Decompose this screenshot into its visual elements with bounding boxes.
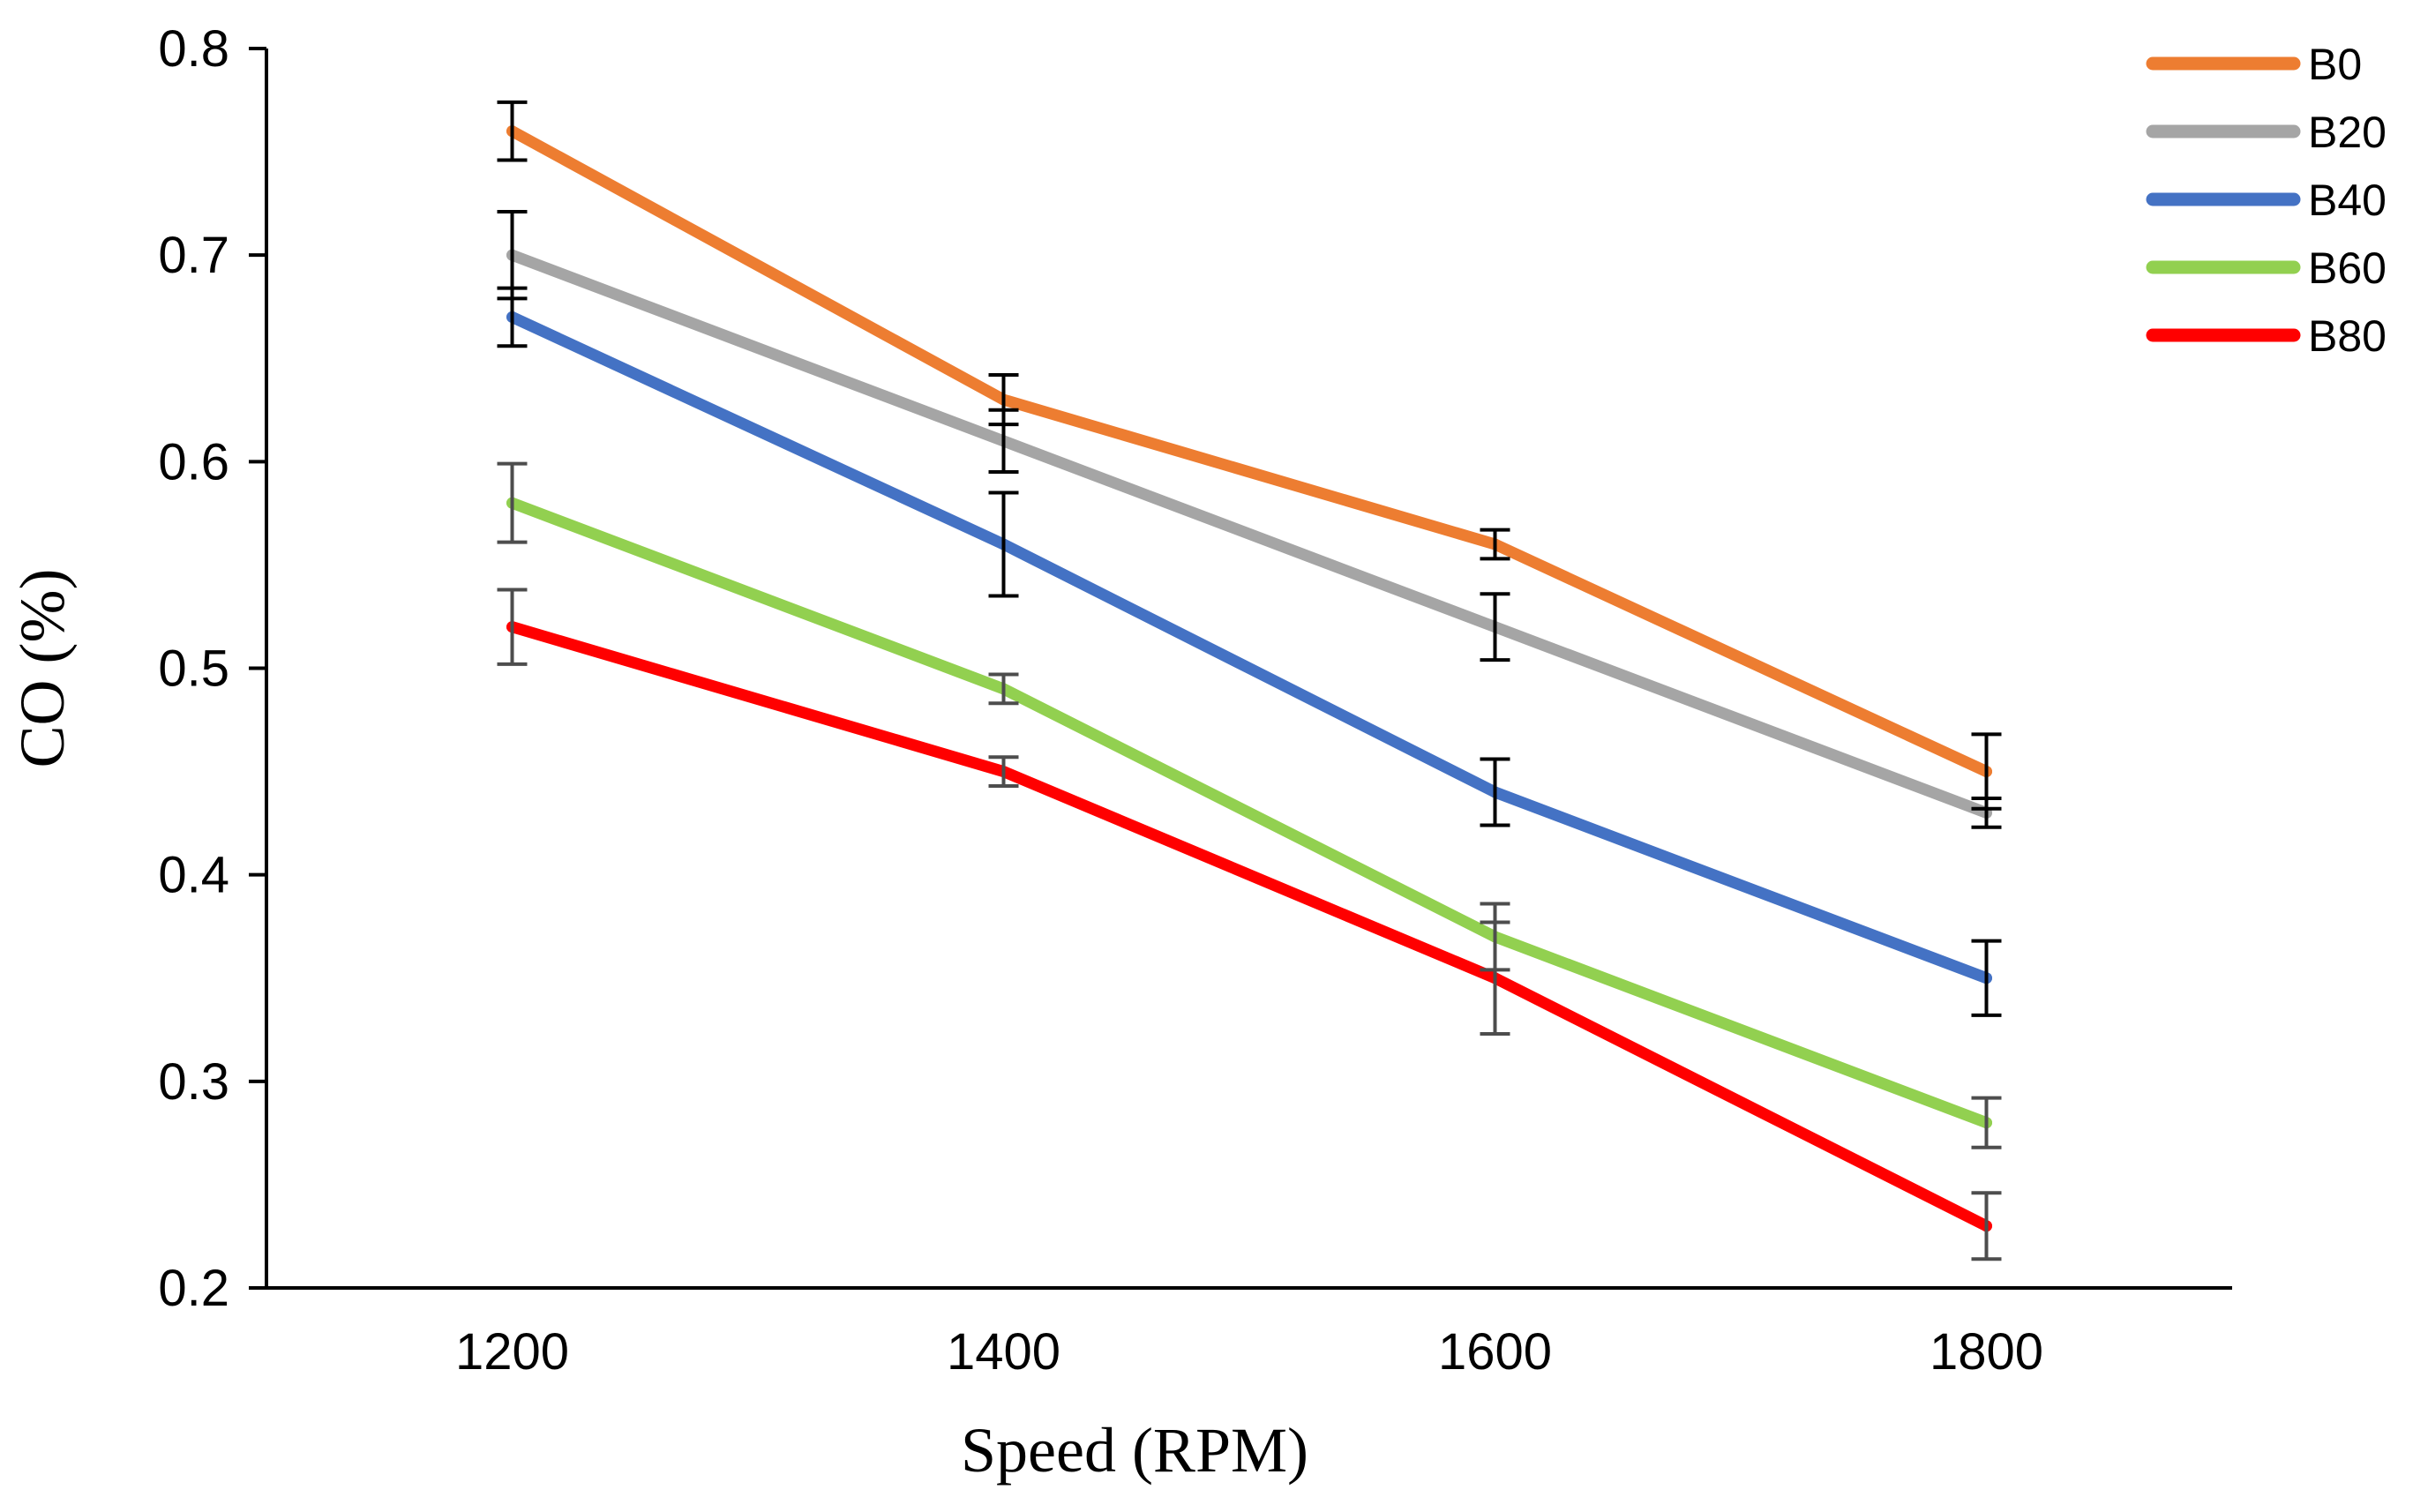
y-tick-label: 0.7 bbox=[158, 227, 229, 284]
x-ticks: 1200 1400 1600 1800 bbox=[455, 1323, 2043, 1381]
legend-item-b40: B40 bbox=[2146, 176, 2387, 225]
legend-item-b60: B60 bbox=[2146, 243, 2387, 293]
legend-label: B20 bbox=[2308, 108, 2387, 157]
error-bar-b20 bbox=[1480, 592, 1510, 662]
series-line-b60 bbox=[506, 497, 1992, 1129]
legend: B0 B20 B40 B60 B80 bbox=[2146, 40, 2387, 361]
error-bar-b20 bbox=[988, 408, 1019, 475]
error-bar-b20 bbox=[1971, 797, 2002, 829]
legend-label: B60 bbox=[2308, 243, 2387, 293]
legend-label: B0 bbox=[2308, 40, 2362, 89]
series-line-b20 bbox=[506, 249, 1992, 819]
y-ticks: 0.2 0.3 0.4 0.5 0.6 0.7 0.8 bbox=[158, 20, 266, 1317]
error-bar-b80 bbox=[988, 755, 1019, 788]
error-bar-b60 bbox=[497, 461, 528, 544]
error-bar-b80 bbox=[497, 588, 528, 666]
y-axis-title: CO (%) bbox=[7, 569, 78, 768]
y-tick-label: 0.8 bbox=[158, 20, 229, 78]
error-bar-b0 bbox=[1480, 528, 1510, 561]
x-tick-label: 1800 bbox=[1930, 1323, 2043, 1381]
error-bar-b0 bbox=[497, 100, 528, 162]
legend-item-b0: B0 bbox=[2146, 40, 2362, 89]
legend-label: B40 bbox=[2308, 176, 2387, 225]
x-tick-label: 1200 bbox=[455, 1323, 569, 1381]
legend-item-b20: B20 bbox=[2146, 108, 2387, 157]
error-bars bbox=[497, 100, 2002, 1261]
y-tick-label: 0.6 bbox=[158, 433, 229, 490]
error-bar-b40 bbox=[988, 490, 1019, 598]
y-tick-label: 0.3 bbox=[158, 1053, 229, 1111]
error-bar-b60 bbox=[988, 672, 1019, 706]
legend-label: B80 bbox=[2308, 311, 2387, 361]
y-tick-label: 0.5 bbox=[158, 640, 229, 698]
series-line-b80 bbox=[506, 621, 1992, 1232]
error-bar-b40 bbox=[1971, 939, 2002, 1017]
series-line-b0 bbox=[506, 125, 1992, 778]
error-bar-b80 bbox=[1971, 1191, 2002, 1261]
error-bar-b40 bbox=[497, 286, 528, 348]
x-tick-label: 1400 bbox=[947, 1323, 1060, 1381]
error-bar-b80 bbox=[1480, 920, 1510, 1036]
x-axis-title: Speed (RPM) bbox=[961, 1415, 1308, 1486]
series-line-b40 bbox=[506, 311, 1992, 984]
error-bar-b60 bbox=[1971, 1096, 2002, 1149]
x-tick-label: 1600 bbox=[1438, 1323, 1552, 1381]
legend-item-b80: B80 bbox=[2146, 311, 2387, 361]
error-bar-b40 bbox=[1480, 757, 1510, 827]
y-tick-label: 0.4 bbox=[158, 847, 229, 904]
y-tick-label: 0.2 bbox=[158, 1260, 229, 1317]
series-lines bbox=[506, 125, 1992, 1232]
